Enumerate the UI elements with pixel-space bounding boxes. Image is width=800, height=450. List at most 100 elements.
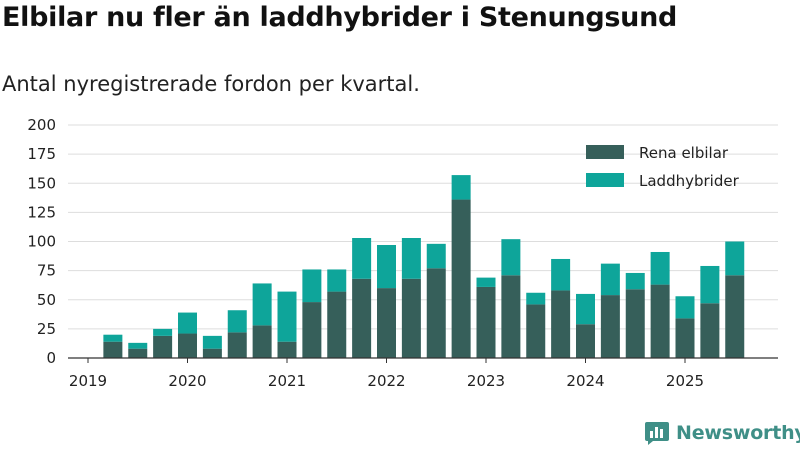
bar-laddhybrider <box>650 251 670 285</box>
x-axis: 2019 2020 2021 2022 2023 2024 2025 <box>68 357 778 390</box>
bar-laddhybrider <box>625 272 645 290</box>
bar-rena-elbilar <box>202 348 222 358</box>
bar-group <box>202 335 222 358</box>
bar-laddhybrider <box>302 269 322 303</box>
x-tick-label: 2019 <box>69 372 107 390</box>
bar-group <box>277 291 297 358</box>
bar-group <box>103 334 123 358</box>
bar-laddhybrider <box>576 293 595 325</box>
bar-group <box>252 283 272 358</box>
bars <box>103 175 745 358</box>
y-tick-label: 100 <box>27 233 56 251</box>
y-axis-ticks: 0 25 50 75 100 125 150 175 200 <box>27 116 56 367</box>
bar-group <box>501 239 521 358</box>
bar-group <box>675 296 695 358</box>
x-tick-label: 2021 <box>268 372 306 390</box>
bar-group <box>650 251 670 358</box>
bar-laddhybrider <box>451 175 471 200</box>
y-tick-label: 75 <box>37 262 56 280</box>
x-tick-label: 2025 <box>666 372 704 390</box>
x-tick-label: 2020 <box>168 372 206 390</box>
bar-laddhybrider <box>526 292 546 305</box>
bar-laddhybrider <box>128 342 148 349</box>
bar-rena-elbilar <box>650 284 670 358</box>
bar-group <box>227 310 247 358</box>
bar-group <box>401 238 421 358</box>
legend-label: Laddhybrider <box>639 172 740 190</box>
bar-rena-elbilar <box>252 325 272 358</box>
bar-group <box>600 263 620 358</box>
bar-rena-elbilar <box>401 278 421 358</box>
bar-rena-elbilar <box>700 303 720 358</box>
bar-laddhybrider <box>277 291 297 342</box>
bar-rena-elbilar <box>476 286 496 358</box>
bar-rena-elbilar <box>675 318 695 358</box>
bar-laddhybrider <box>476 277 496 287</box>
bar-group <box>426 243 446 358</box>
legend-label: Rena elbilar <box>639 144 729 162</box>
bar-laddhybrider <box>675 296 695 319</box>
newsworthy-logo-icon <box>645 422 669 445</box>
bar-laddhybrider <box>103 334 123 342</box>
bar-rena-elbilar <box>551 290 571 358</box>
bar-rena-elbilar <box>725 275 745 358</box>
bar-laddhybrider <box>600 263 620 296</box>
bar-laddhybrider <box>153 328 173 336</box>
bar-laddhybrider <box>178 312 197 334</box>
bar-laddhybrider <box>252 283 272 326</box>
bar-laddhybrider <box>426 243 446 269</box>
x-tick-label: 2024 <box>566 372 604 390</box>
bar-group <box>476 277 496 358</box>
legend-swatch <box>586 173 624 187</box>
bar-rena-elbilar <box>501 275 521 358</box>
bar-rena-elbilar <box>277 341 297 358</box>
bar-rena-elbilar <box>128 348 148 358</box>
bar-laddhybrider <box>377 244 396 289</box>
bar-group <box>526 292 546 358</box>
bar-group <box>352 238 372 358</box>
bar-group <box>327 269 347 358</box>
bar-group <box>625 272 645 358</box>
bar-group <box>451 175 471 358</box>
bar-rena-elbilar <box>178 333 197 358</box>
bar-rena-elbilar <box>227 332 247 358</box>
bar-laddhybrider <box>700 265 720 304</box>
bar-laddhybrider <box>202 335 222 349</box>
bar-group <box>302 269 322 358</box>
grid-lines <box>68 124 778 330</box>
bar-rena-elbilar <box>352 278 372 358</box>
bar-rena-elbilar <box>451 199 471 358</box>
bar-rena-elbilar <box>526 304 546 358</box>
bar-group <box>178 312 197 358</box>
bar-rena-elbilar <box>377 288 396 358</box>
bar-group <box>551 258 571 358</box>
legend: Rena elbilar Laddhybrider <box>586 144 740 190</box>
y-tick-label: 150 <box>27 174 56 192</box>
bar-laddhybrider <box>501 239 521 276</box>
y-tick-label: 175 <box>27 145 56 163</box>
y-tick-label: 200 <box>27 116 56 134</box>
brand-name: Newsworthy <box>676 422 800 444</box>
bar-rena-elbilar <box>153 335 173 358</box>
y-tick-label: 25 <box>37 320 56 338</box>
bar-rena-elbilar <box>103 341 123 358</box>
bar-laddhybrider <box>227 310 247 333</box>
bar-rena-elbilar <box>426 268 446 358</box>
bar-group <box>377 244 396 358</box>
bar-laddhybrider <box>401 238 421 279</box>
newsworthy-brand: Newsworthy <box>644 420 800 446</box>
bar-rena-elbilar <box>576 324 595 358</box>
bar-group <box>576 293 595 358</box>
bar-rena-elbilar <box>327 291 347 358</box>
bar-laddhybrider <box>551 258 571 291</box>
bar-rena-elbilar <box>625 289 645 358</box>
bar-group <box>128 342 148 358</box>
bar-group <box>725 241 745 358</box>
bar-rena-elbilar <box>600 295 620 358</box>
legend-swatch <box>586 145 624 159</box>
y-tick-label: 50 <box>37 291 56 309</box>
bar-laddhybrider <box>327 269 347 292</box>
y-tick-label: 125 <box>27 203 56 221</box>
bar-group <box>153 328 173 358</box>
